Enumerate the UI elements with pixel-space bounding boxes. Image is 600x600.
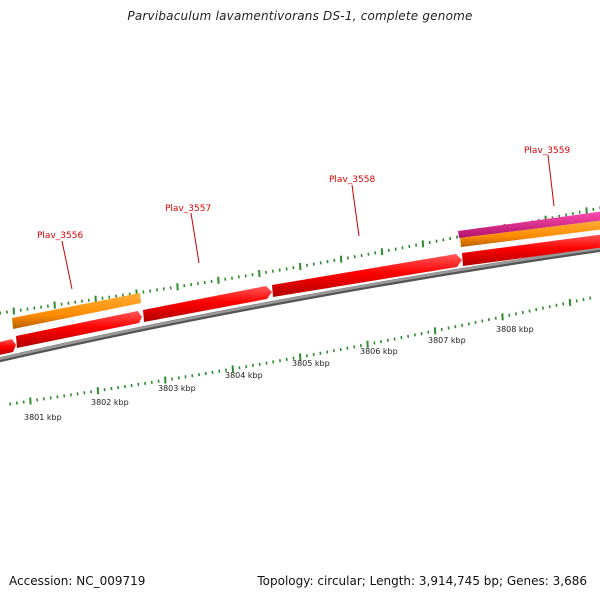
accession-text: Accession: NC_009719	[9, 574, 146, 588]
ruler-label: 3801 kbp	[24, 413, 62, 422]
cds-arrow-3557[interactable]	[143, 286, 272, 322]
cds-track	[0, 234, 600, 356]
gene-labels: Plav_3556 Plav_3557 Plav_3558 Plav_3559	[37, 146, 570, 290]
ruler-label: 3803 kbp	[158, 384, 196, 393]
cds-arrow-3559[interactable]	[462, 234, 600, 266]
gene-label-3559[interactable]: Plav_3559	[524, 146, 570, 156]
gene-feature-3559[interactable]	[460, 220, 600, 247]
ruler-label: 3804 kbp	[225, 371, 263, 380]
ruler-labels: 3801 kbp 3802 kbp 3803 kbp 3804 kbp 3805…	[24, 325, 534, 422]
gene-leader-line	[547, 154, 555, 207]
cds-arrow-3558[interactable]	[272, 254, 462, 297]
gene-leader-line	[351, 184, 360, 237]
gene-feature-3556[interactable]	[12, 293, 141, 329]
cds-arrow-3556[interactable]	[16, 311, 142, 348]
gene-feature-pink[interactable]	[458, 211, 600, 238]
genome-backbone	[0, 246, 600, 363]
gene-leader-line	[61, 240, 73, 290]
ruler-label: 3806 kbp	[360, 347, 398, 356]
gene-label-3558[interactable]: Plav_3558	[329, 175, 375, 185]
ruler-label: 3807 kbp	[428, 336, 466, 345]
gene-leader-line	[190, 212, 200, 264]
cds-arrow-3555[interactable]	[0, 339, 16, 356]
ruler-label: 3805 kbp	[292, 359, 330, 368]
ruler-label: 3808 kbp	[496, 325, 534, 334]
gene-label-3556[interactable]: Plav_3556	[37, 231, 83, 241]
ruler-tick-row	[9, 296, 592, 406]
genome-summary-text: Topology: circular; Length: 3,914,745 bp…	[257, 574, 587, 588]
gene-feature-track	[12, 211, 600, 329]
ruler-label: 3802 kbp	[91, 398, 129, 407]
gene-label-3557[interactable]: Plav_3557	[165, 204, 211, 214]
genome-title: Parvibaculum lavamentivorans DS-1, compl…	[127, 9, 473, 23]
